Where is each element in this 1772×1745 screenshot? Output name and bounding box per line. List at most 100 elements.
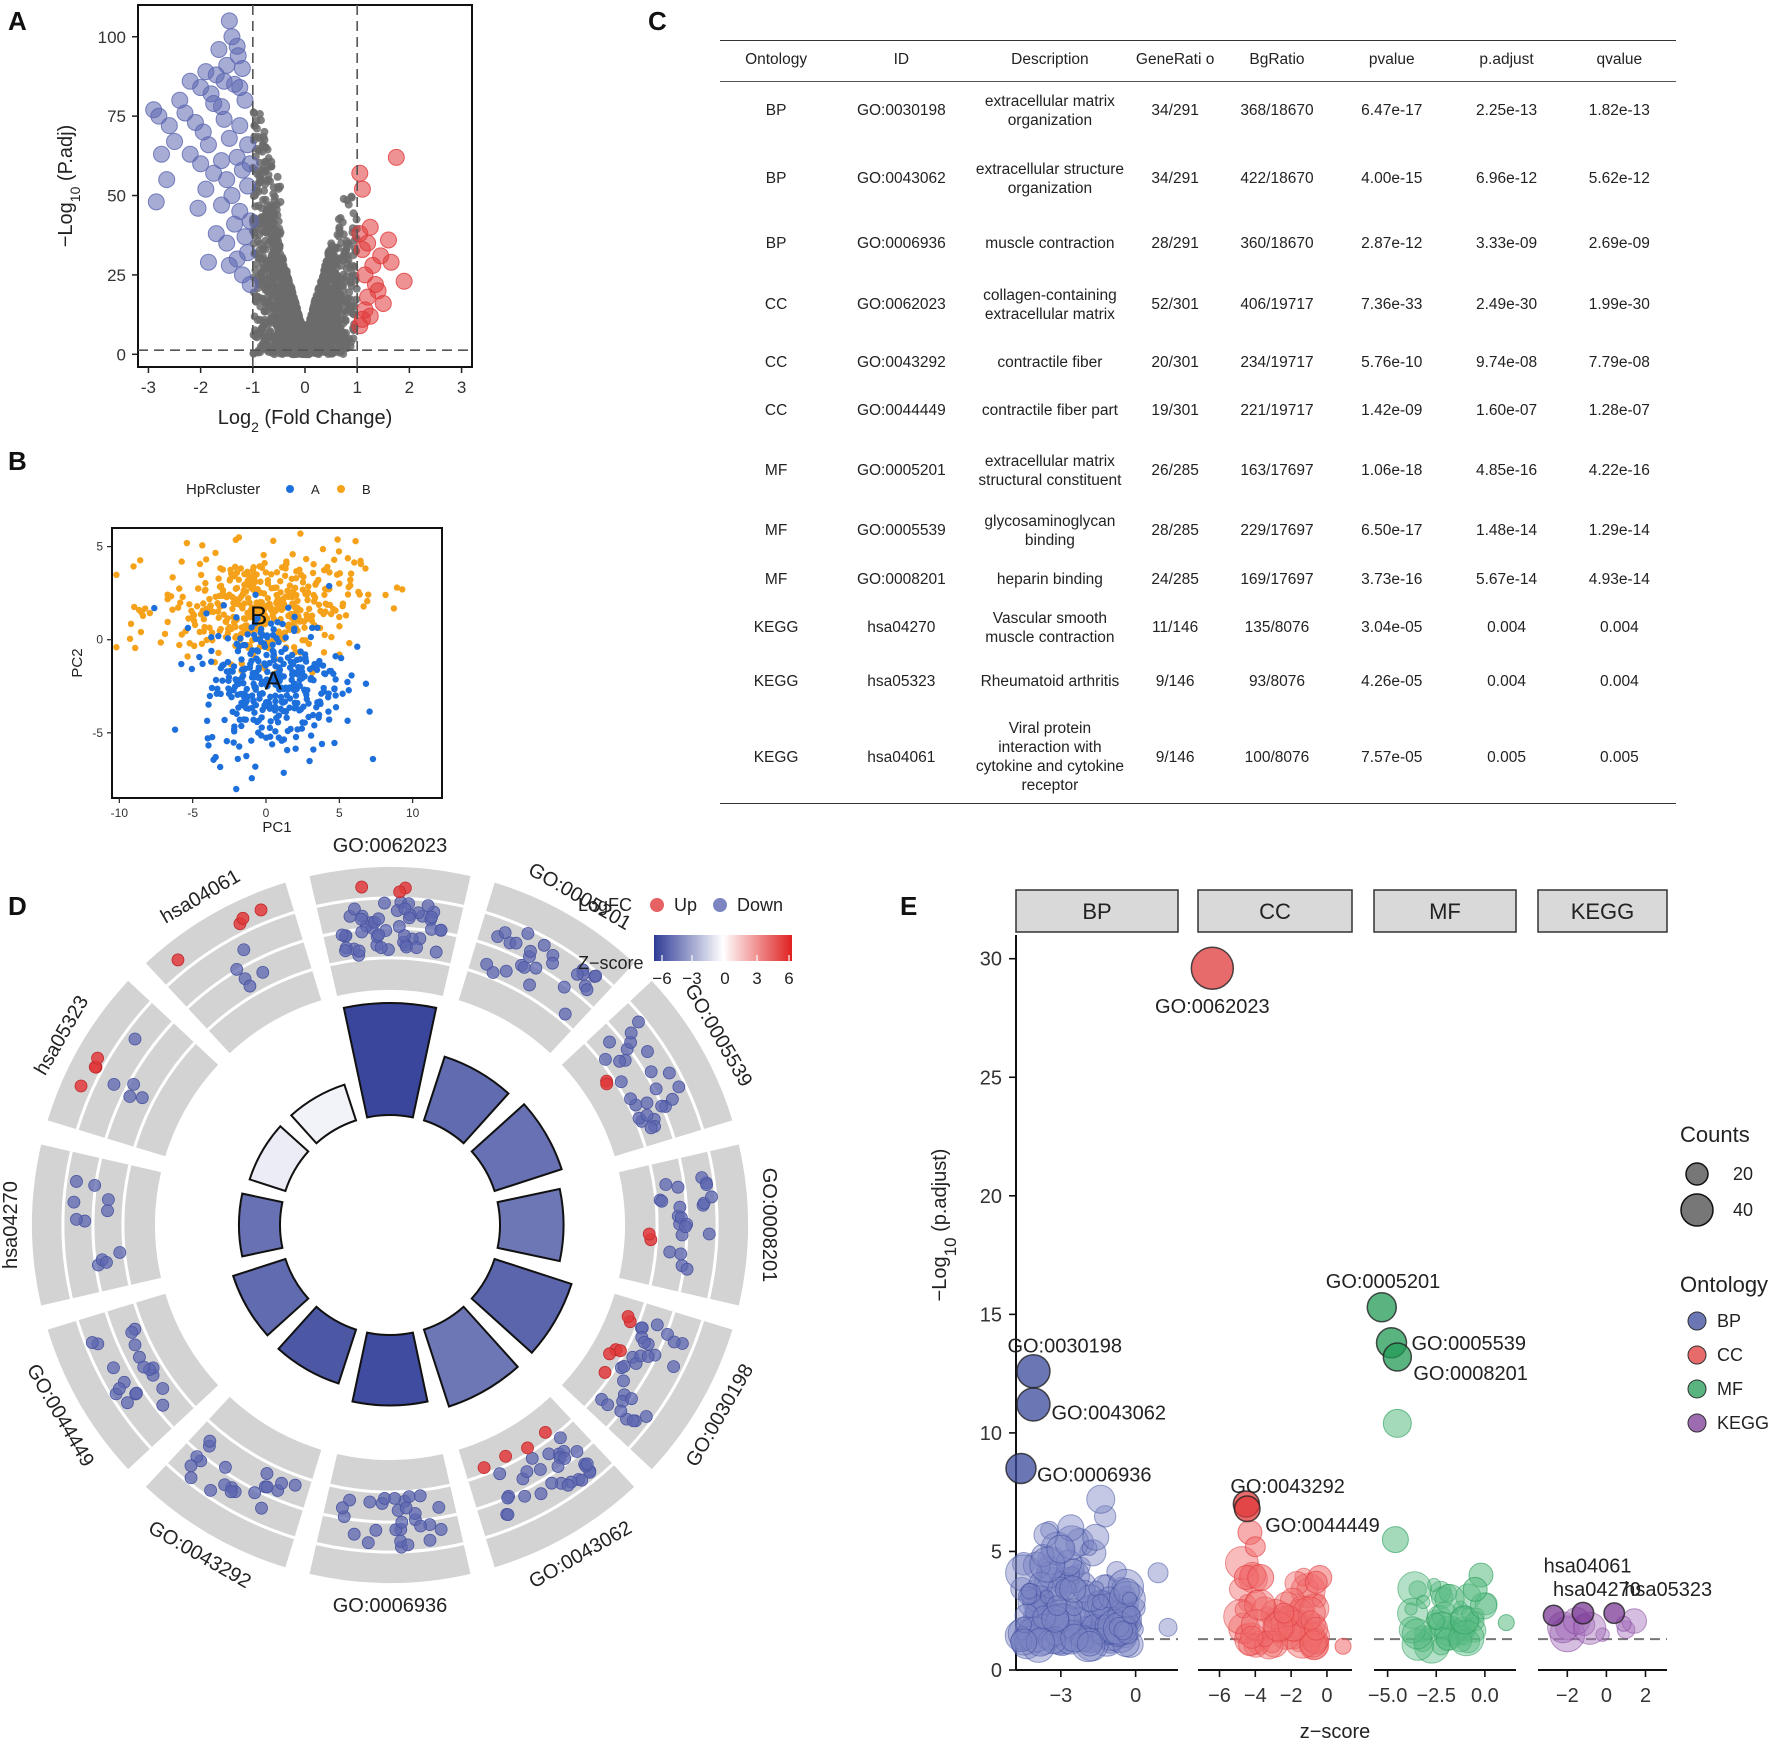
bubble-point [1247, 1564, 1275, 1592]
pca-point-a [291, 613, 298, 621]
header-pvalue: pvalue [1333, 40, 1451, 82]
pca-point-a [283, 746, 291, 754]
volcano-point-ns [333, 331, 342, 340]
bubble-point [1549, 1616, 1586, 1653]
pca-point-a [339, 690, 346, 697]
bubble-point [1017, 1586, 1038, 1606]
volcano-ytick-label: 75 [107, 107, 126, 126]
pca-point-b [301, 624, 308, 631]
pca-point-a [251, 709, 258, 716]
sector-point-down [224, 1485, 238, 1499]
pca-point-a [325, 690, 332, 697]
volcano-point-ns [319, 307, 328, 316]
pca-x-title: PC1 [262, 819, 291, 836]
sector-point-down [644, 1121, 658, 1135]
sector-point-down [339, 944, 352, 958]
sector-point-down [347, 1527, 361, 1541]
sector-point-down [70, 1212, 83, 1226]
sector-point-down [288, 1478, 302, 1492]
sector-point-down [617, 1359, 631, 1373]
ontology-legend-circle [1687, 1311, 1707, 1331]
pca-point-b [319, 545, 327, 553]
pca-point-a [238, 656, 245, 663]
bubble-point [1121, 1605, 1141, 1625]
table-cell-p-adjust: 3.33e-09 [1475, 235, 1538, 252]
pca-point-b [202, 556, 210, 563]
pca-point-a [203, 610, 210, 617]
pca-point-a [248, 737, 255, 744]
bubble-point [1244, 1536, 1266, 1558]
volcano-xtick-label: 2 [405, 378, 414, 397]
table-cell-id: GO:0006936 [856, 235, 946, 252]
pca-point-a [250, 697, 257, 704]
sector-point-down [518, 1489, 532, 1503]
pca-point-b [126, 635, 134, 642]
pca-point-a [233, 785, 240, 793]
volcano-point-ns [292, 324, 301, 333]
pca-point-b [138, 609, 145, 616]
sector-point-up [236, 911, 250, 925]
pca-point-a [289, 671, 296, 679]
volcano-point-down [152, 145, 170, 163]
pca-point-b [186, 640, 193, 647]
pca-point-b [200, 616, 208, 623]
volcano-point-ns [344, 299, 353, 308]
inner-bar [248, 1124, 310, 1193]
sector-point-down [665, 1092, 679, 1106]
sector-guide [584, 1302, 647, 1409]
pca-point-a [208, 647, 215, 655]
volcano-point-ns [284, 277, 293, 286]
sector-point-up [393, 885, 407, 899]
pca-point-a [213, 690, 220, 697]
volcano-point-ns [323, 346, 332, 355]
sector-point-down [680, 1262, 694, 1276]
table-cell-pvalue: 4.00e-15 [1361, 170, 1423, 187]
table-cell-generatio: 19/301 [1151, 402, 1199, 419]
pca-point-b [184, 653, 191, 660]
bubble-y-title: −Log10 (p.adjust) [929, 1149, 960, 1302]
volcano-point-ns [263, 206, 272, 215]
pca-point-b [362, 565, 369, 572]
table-cell-generatio: 9/146 [1129, 711, 1221, 804]
volcano-point-ns [268, 218, 277, 227]
table-cell-p-adjust: 9.74e-08 [1475, 354, 1538, 371]
pca-point-a [225, 685, 232, 692]
term-label: GO:0008201 [758, 1168, 780, 1283]
pca-point-b [320, 649, 328, 656]
pca-point-b [328, 633, 335, 641]
pca-point-a [310, 677, 317, 684]
pca-point-a [266, 703, 274, 711]
volcano-point-ns [348, 272, 357, 281]
pca-point-a [325, 716, 333, 723]
table-cell-generatio: 34/291 [1151, 102, 1199, 120]
bubble-point [1240, 1608, 1273, 1641]
table-cell-id: GO:0005201 [856, 462, 946, 479]
sector-guide [467, 968, 574, 1031]
table-cell-generatio: 28/291 [1151, 235, 1199, 252]
bubble-point [1077, 1630, 1103, 1657]
volcano-point-ns [294, 313, 303, 322]
sector-point-down [614, 1075, 628, 1089]
sector-guide [485, 1463, 615, 1540]
pca-point-b [220, 611, 227, 618]
bubble-point [1397, 1571, 1432, 1606]
volcano-point-ns [327, 239, 336, 248]
table-cell-bgratio: 368/18670 [1240, 102, 1314, 120]
pca-point-a [238, 666, 246, 673]
sector-guide [206, 968, 313, 1031]
pca-legend-a-dot [286, 485, 294, 493]
pca-point-b [203, 605, 210, 613]
sector-point-down [640, 1108, 654, 1122]
pca-point-a [272, 728, 279, 735]
pca-point-b [245, 572, 252, 579]
bubble-point [1158, 1617, 1178, 1637]
bubble-point [1621, 1608, 1648, 1634]
pca-point-b [360, 603, 367, 610]
pca-point-b [183, 539, 191, 547]
sector-point-down [589, 969, 603, 983]
pca-point-b [197, 571, 205, 579]
pca-point-b [253, 571, 260, 578]
sector-point-up [521, 1441, 534, 1455]
pca-point-a [279, 620, 286, 628]
volcano-point-ns [312, 295, 321, 304]
